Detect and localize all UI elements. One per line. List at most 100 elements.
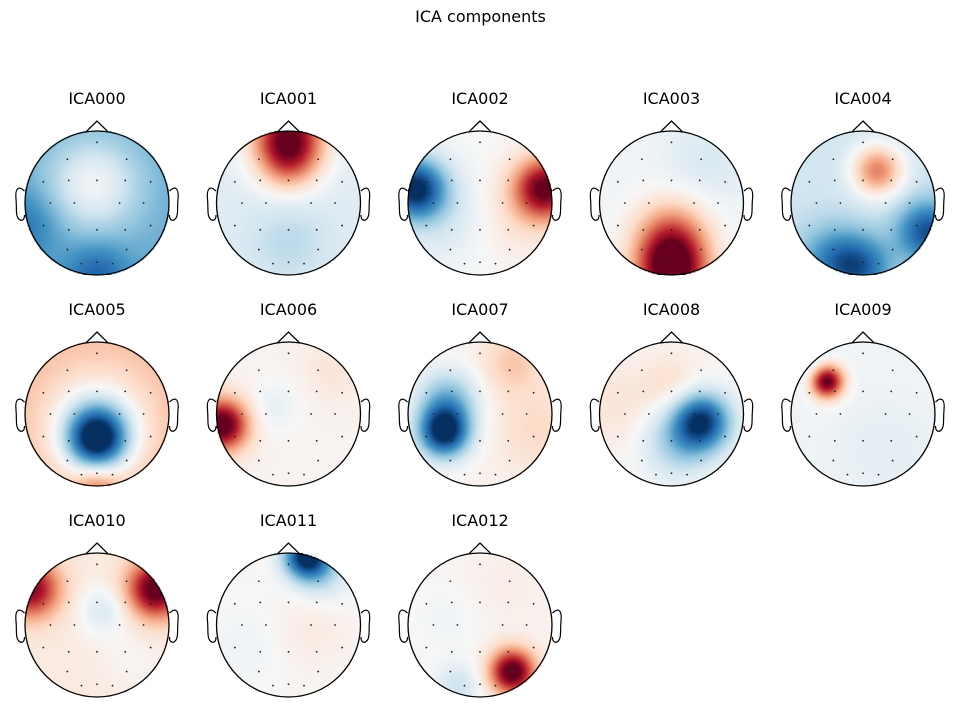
sensor-dot [655, 262, 657, 265]
sensor-dot [884, 202, 887, 204]
sensor-dot [233, 391, 236, 394]
topomap-ica002: ICA002 [398, 89, 562, 276]
sensor-dot [670, 472, 673, 475]
sensor-dot [67, 179, 70, 182]
sensor-dot [891, 369, 894, 372]
sensor-dot [479, 228, 481, 231]
sensor-dot [525, 624, 528, 626]
sensor-dot [341, 224, 344, 227]
sensor-dot [124, 650, 127, 653]
sensor-dot [616, 224, 619, 227]
sensor-dot [341, 435, 344, 438]
topomap-panels: ICA000 ICA001 ICA002 ICA003 ICA004 ICA005 ICA0… [15, 89, 945, 698]
sensor-dot [303, 262, 305, 265]
sensor-dot [96, 439, 98, 442]
nose [277, 542, 300, 555]
sensor-dot [317, 580, 320, 583]
topomap-ica010: ICA010 [15, 511, 179, 698]
sensor-dot [891, 158, 894, 161]
sensor-dot [341, 180, 344, 183]
head-outline [24, 552, 170, 698]
sensor-dot [479, 563, 481, 566]
sensor-dot [118, 624, 121, 626]
sensor-dot [670, 179, 673, 182]
sensor-dot [80, 473, 83, 476]
sensor-dot [915, 180, 918, 183]
sensor-dot [241, 624, 243, 626]
sensor-dot [149, 224, 152, 227]
left-ear [398, 187, 409, 221]
head-outline [790, 130, 936, 276]
sensor-dot [450, 390, 453, 393]
topomap-ica012: ICA012 [398, 511, 562, 698]
sensor-dot [125, 459, 128, 462]
sensor-dot [648, 413, 650, 415]
component-title: ICA007 [451, 300, 508, 319]
sensor-dot [642, 439, 645, 442]
right-ear [934, 398, 945, 432]
sensor-dot [315, 390, 318, 393]
sensor-dot [80, 684, 83, 687]
sensor-dot [265, 413, 267, 415]
sensor-dot [832, 459, 835, 462]
sensor-dot [425, 435, 428, 438]
sensor-dot [479, 352, 481, 355]
sensor-dot [832, 158, 835, 161]
sensor-dot [259, 650, 262, 653]
sensor-dot [287, 650, 290, 653]
right-ear [360, 609, 371, 643]
field-map [599, 131, 744, 275]
sensor-dot [877, 473, 880, 476]
sensor-dot [508, 670, 511, 673]
sensor-dot [908, 202, 911, 204]
sensor-dot [450, 228, 453, 231]
sensor-dot [463, 262, 466, 265]
topomap-ica007: ICA007 [398, 300, 562, 487]
sensor-dot [479, 472, 481, 475]
sensor-dot [808, 224, 811, 227]
field-map [25, 342, 169, 486]
sensor-dot [642, 179, 645, 182]
sensor-dot [96, 601, 98, 604]
sensor-dot [501, 413, 504, 415]
sensor-dot [287, 683, 290, 686]
sensor-dot [432, 202, 435, 204]
sensor-dot [532, 180, 535, 183]
sensor-dot [241, 202, 243, 204]
sensor-dot [287, 228, 290, 231]
sensor-dot [257, 459, 260, 462]
left-ear [398, 398, 409, 432]
head-outline [215, 552, 362, 698]
sensor-dot [425, 602, 428, 605]
sensor-dot [450, 601, 453, 604]
sensor-dot [479, 141, 481, 144]
sensor-dot [315, 228, 318, 231]
left-ear [206, 398, 217, 432]
field-map [408, 553, 552, 697]
sensor-dot [125, 670, 128, 673]
nose [85, 542, 109, 555]
sensor-dot [700, 158, 703, 161]
sensor-dot [287, 352, 290, 355]
sensor-dot [494, 473, 497, 476]
sensor-dot [124, 228, 127, 231]
component-title: ICA001 [260, 89, 317, 108]
sensor-dot [839, 413, 842, 415]
sensor-dot [257, 158, 260, 161]
sensor-dot [507, 601, 510, 604]
sensor-dot [149, 180, 152, 183]
sensor-dot [833, 390, 836, 393]
sensor-dot [700, 459, 703, 462]
sensor-dot [111, 684, 114, 687]
sensor-dot [111, 262, 114, 265]
sensor-dot [670, 141, 673, 144]
sensor-dot [315, 179, 318, 182]
sensor-dot [287, 390, 290, 393]
sensor-dot [670, 352, 673, 355]
sensor-dot [49, 202, 52, 204]
sensor-dot [118, 413, 121, 415]
sensor-dot [287, 261, 290, 264]
sensor-dot [525, 202, 528, 204]
sensor-dot [507, 439, 510, 442]
sensor-dot [42, 224, 45, 227]
